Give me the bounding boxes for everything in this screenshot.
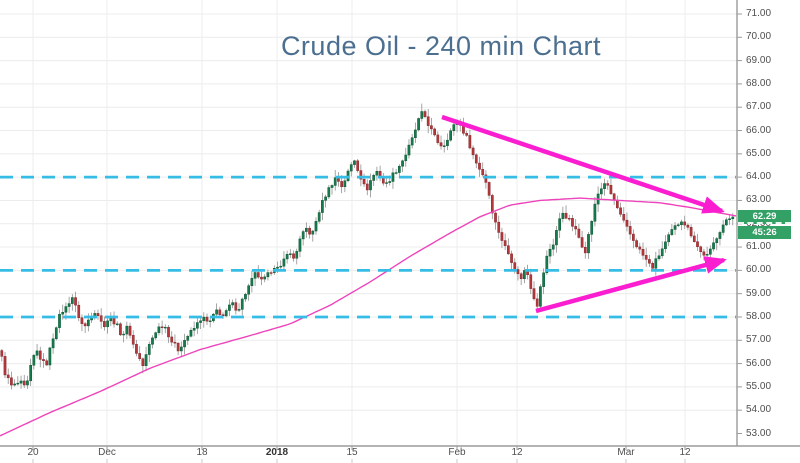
- price-axis-label: 71.00: [746, 7, 772, 19]
- moving-average-line[interactable]: [0, 197, 737, 437]
- candlestick-series: [0, 103, 735, 390]
- price-axis-label: 66.00: [746, 124, 772, 136]
- price-axis-label: 58.00: [746, 310, 772, 322]
- time-axis-label: Dec: [98, 447, 116, 458]
- gridlines: [0, 0, 737, 446]
- axis-frame: [0, 0, 800, 447]
- price-axis-label: 65.00: [746, 147, 772, 159]
- time-axis-label: Feb: [448, 447, 466, 458]
- chart-title[interactable]: Crude Oil - 240 min Chart: [280, 31, 602, 61]
- last-price-badge: 62.29: [738, 210, 791, 224]
- time-axis-label: 2018: [265, 447, 289, 458]
- price-axis-label: 55.00: [746, 380, 772, 392]
- price-axis-label: 63.00: [746, 194, 772, 206]
- upper-resistance-arrow[interactable]: [441, 114, 725, 214]
- price-axis-label: 60.00: [746, 264, 772, 276]
- time-axis-label: 12: [679, 447, 691, 458]
- price-axis-label: 59.00: [746, 287, 772, 299]
- axis-tick-marks: [32, 13, 742, 463]
- time-axis-label: 18: [196, 447, 208, 458]
- price-axis-label: 69.00: [746, 54, 772, 66]
- bar-countdown-badge: 45:26: [738, 226, 791, 239]
- price-axis-label: 68.00: [746, 77, 772, 89]
- price-axis-label: 57.00: [746, 334, 772, 346]
- support-resistance-dashed-lines[interactable]: [0, 175, 736, 319]
- time-axis-label: 15: [346, 447, 358, 458]
- price-axis-label: 61.00: [746, 241, 772, 253]
- price-axis-label: 56.00: [746, 357, 772, 369]
- trendline-arrows[interactable]: [441, 114, 727, 314]
- time-axis-label: Mar: [617, 447, 635, 458]
- time-axis-label: 12: [511, 447, 523, 458]
- price-axis-label: 64.00: [746, 171, 772, 183]
- price-axis-label: 54.00: [746, 404, 772, 416]
- lower-support-arrow[interactable]: [535, 256, 727, 314]
- price-axis-label: 67.00: [746, 101, 772, 113]
- price-axis-label: 70.00: [746, 31, 772, 43]
- price-axis-label: 53.00: [746, 427, 772, 439]
- time-axis-label: 20: [27, 447, 39, 458]
